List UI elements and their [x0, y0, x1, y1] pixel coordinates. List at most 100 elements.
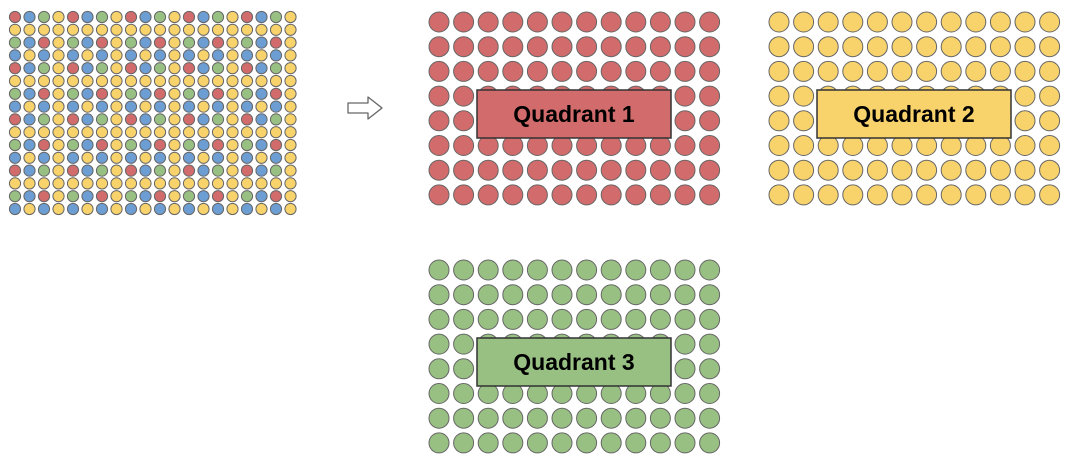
source-dot [153, 87, 167, 100]
source-dot [95, 164, 109, 177]
source-dot [124, 23, 138, 36]
right-arrow-icon [347, 96, 383, 120]
source-dot [168, 126, 181, 139]
quadrant-dot [526, 159, 548, 181]
quadrant-dot [989, 60, 1011, 82]
quadrant-dot [674, 11, 696, 33]
source-dot [8, 138, 22, 152]
quadrant-dot [625, 407, 647, 429]
source-dot [23, 23, 36, 36]
source-dot [197, 74, 210, 88]
quadrant-dot [965, 36, 987, 58]
source-dot [110, 190, 123, 203]
source-dot [8, 36, 22, 49]
source-dot [124, 126, 138, 139]
source-dot [255, 138, 268, 152]
source-dot [197, 23, 210, 36]
source-dot [52, 113, 65, 126]
source-dot [182, 74, 196, 88]
quadrant-dot [940, 184, 962, 206]
mixed-color-grid [8, 10, 297, 216]
quadrant-dot [502, 284, 524, 306]
quadrant-2-grid: Quadrant 2 [768, 11, 1061, 206]
source-dot [197, 138, 210, 152]
source-dot [226, 36, 239, 49]
source-dot [182, 151, 196, 164]
quadrant-dot [428, 407, 450, 429]
source-dot [66, 36, 80, 49]
quadrant-dot [428, 60, 450, 82]
quadrant-dot [428, 259, 450, 281]
quadrant-dot [965, 159, 987, 181]
quadrant-dot [477, 259, 499, 281]
source-dot [182, 138, 196, 152]
source-dot [269, 100, 283, 113]
quadrant-dot [891, 60, 913, 82]
quadrant-dot [866, 159, 888, 181]
quadrant-dot [502, 308, 524, 330]
source-dot [226, 62, 239, 75]
source-dot [197, 49, 210, 62]
source-dot [8, 113, 22, 126]
quadrant-dot [793, 110, 815, 132]
source-dot [66, 151, 80, 164]
source-dot [197, 126, 210, 139]
source-dot [37, 202, 51, 216]
quadrant-dot [526, 308, 548, 330]
source-dot [197, 100, 210, 113]
quadrant-dot [551, 407, 573, 429]
source-dot [284, 49, 297, 62]
source-dot [240, 151, 254, 164]
source-dot [52, 74, 65, 88]
quadrant-dot [428, 110, 450, 132]
quadrant-dot [768, 135, 790, 156]
source-dot [255, 10, 268, 24]
source-dot [284, 36, 297, 49]
source-dot [81, 113, 94, 126]
source-dot [240, 74, 254, 88]
quadrant-dot [1039, 184, 1061, 206]
source-dot [110, 36, 123, 49]
quadrant-dot [600, 432, 622, 454]
quadrant-2-label: Quadrant 2 [853, 101, 974, 127]
quadrant-dot [768, 11, 790, 33]
source-dot [153, 151, 167, 164]
source-dot [95, 177, 109, 190]
quadrant-dot [699, 85, 721, 107]
quadrant-dot [526, 184, 548, 206]
quadrant-dot [453, 159, 475, 181]
source-dot [226, 138, 239, 152]
quadrant-dot [428, 432, 450, 454]
source-dot [139, 49, 152, 62]
source-dot [23, 177, 36, 190]
quadrant-dot [699, 333, 721, 355]
source-dot [269, 10, 283, 24]
quadrant-dot [699, 407, 721, 429]
quadrant-dot [576, 159, 598, 181]
quadrant-dot [699, 259, 721, 281]
source-dot [211, 74, 225, 88]
quadrant-dot [502, 60, 524, 82]
source-dot [269, 113, 283, 126]
source-dot [197, 190, 210, 203]
source-dot [284, 126, 297, 139]
quadrant-dot [793, 184, 815, 206]
quadrant-dot [891, 11, 913, 33]
source-dot [269, 36, 283, 49]
source-dot [95, 74, 109, 88]
quadrant-dot [674, 407, 696, 429]
source-dot [66, 138, 80, 152]
source-dot [240, 126, 254, 139]
source-dot [81, 87, 94, 100]
source-dot [110, 74, 123, 88]
quadrant-dot [551, 308, 573, 330]
quadrant-dot [817, 11, 839, 33]
quadrant-dot [916, 36, 938, 58]
source-dot [139, 177, 152, 190]
source-dot [124, 49, 138, 62]
quadrant-dot [477, 407, 499, 429]
source-dot [8, 151, 22, 164]
quadrant-dot [453, 259, 475, 281]
quadrant-dot [916, 184, 938, 206]
source-dot [211, 87, 225, 100]
